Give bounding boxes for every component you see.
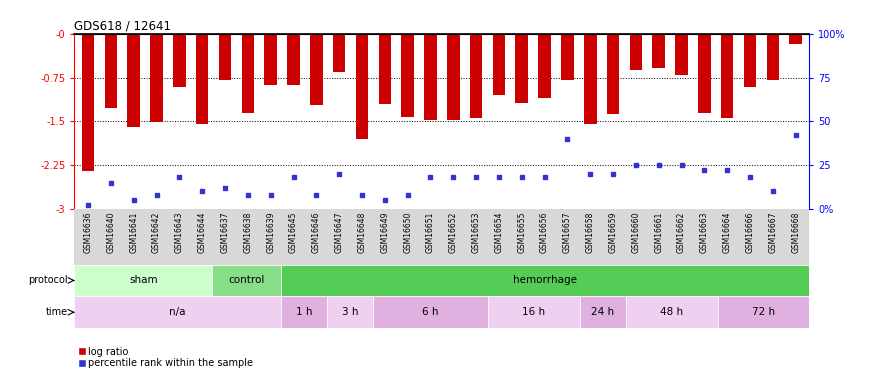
Bar [81, 34, 94, 171]
Bar [105, 34, 117, 108]
Bar [402, 34, 414, 117]
Text: GDS618 / 12641: GDS618 / 12641 [74, 20, 172, 33]
FancyBboxPatch shape [488, 296, 580, 328]
Text: GSM16657: GSM16657 [563, 211, 572, 253]
Text: GSM16645: GSM16645 [289, 211, 298, 253]
Bar [356, 34, 368, 139]
Text: 48 h: 48 h [660, 307, 683, 317]
FancyBboxPatch shape [281, 264, 809, 296]
Text: n/a: n/a [170, 307, 186, 317]
Legend: log ratio, percentile rank within the sample: log ratio, percentile rank within the sa… [80, 347, 253, 368]
Bar [744, 34, 756, 87]
Text: GSM16639: GSM16639 [266, 211, 275, 253]
Bar [470, 34, 482, 118]
Text: GSM16662: GSM16662 [677, 211, 686, 253]
Text: GSM16668: GSM16668 [791, 211, 800, 253]
Bar [264, 34, 277, 85]
Bar [332, 34, 346, 72]
Text: GSM16644: GSM16644 [198, 211, 206, 253]
Bar [721, 34, 733, 118]
Text: GSM16643: GSM16643 [175, 211, 184, 253]
Bar [128, 34, 140, 127]
Text: sham: sham [129, 275, 158, 285]
Text: GSM16646: GSM16646 [312, 211, 321, 253]
Text: 24 h: 24 h [592, 307, 614, 317]
Text: GSM16636: GSM16636 [84, 211, 93, 253]
Text: GSM16661: GSM16661 [654, 211, 663, 253]
Text: GSM16655: GSM16655 [517, 211, 526, 253]
Text: 72 h: 72 h [752, 307, 775, 317]
Bar [606, 34, 620, 114]
Bar [379, 34, 391, 104]
Bar [698, 34, 710, 112]
Text: GSM16650: GSM16650 [403, 211, 412, 253]
Bar [789, 34, 802, 44]
Bar [561, 34, 574, 80]
Text: GSM16667: GSM16667 [768, 211, 777, 253]
Text: GSM16652: GSM16652 [449, 211, 458, 253]
Text: 3 h: 3 h [342, 307, 358, 317]
Bar [584, 34, 597, 124]
Bar [515, 34, 528, 103]
Bar [173, 34, 186, 87]
Bar [493, 34, 505, 95]
FancyBboxPatch shape [327, 296, 373, 328]
Text: GSM16663: GSM16663 [700, 211, 709, 253]
Text: GSM16648: GSM16648 [358, 211, 367, 253]
Bar [196, 34, 208, 124]
Text: GSM16654: GSM16654 [494, 211, 503, 253]
Bar [424, 34, 437, 120]
Text: GSM16658: GSM16658 [585, 211, 595, 253]
Bar [287, 34, 300, 85]
Text: GSM16638: GSM16638 [243, 211, 252, 253]
Bar [219, 34, 231, 80]
Text: GSM16649: GSM16649 [381, 211, 389, 253]
Text: GSM16659: GSM16659 [609, 211, 618, 253]
Text: 6 h: 6 h [422, 307, 438, 317]
FancyBboxPatch shape [74, 264, 213, 296]
Bar [150, 34, 163, 123]
Bar [242, 34, 254, 112]
Text: GSM16637: GSM16637 [220, 211, 229, 253]
Bar [766, 34, 779, 80]
Bar [538, 34, 551, 98]
Bar [676, 34, 688, 75]
FancyBboxPatch shape [580, 296, 626, 328]
Text: 1 h: 1 h [296, 307, 312, 317]
Text: 16 h: 16 h [522, 307, 545, 317]
Text: GSM16653: GSM16653 [472, 211, 480, 253]
FancyBboxPatch shape [718, 296, 809, 328]
FancyBboxPatch shape [281, 296, 327, 328]
Text: hemorrhage: hemorrhage [514, 275, 578, 285]
Text: GSM16640: GSM16640 [107, 211, 116, 253]
FancyBboxPatch shape [373, 296, 488, 328]
Text: GSM16664: GSM16664 [723, 211, 732, 253]
Text: time: time [46, 307, 67, 317]
Text: GSM16660: GSM16660 [632, 211, 640, 253]
FancyBboxPatch shape [626, 296, 718, 328]
Text: GSM16641: GSM16641 [130, 211, 138, 253]
Bar [310, 34, 323, 105]
FancyBboxPatch shape [74, 296, 281, 328]
Text: control: control [228, 275, 265, 285]
Text: GSM16666: GSM16666 [746, 211, 754, 253]
Bar [653, 34, 665, 68]
Text: GSM16642: GSM16642 [152, 211, 161, 253]
Text: GSM16647: GSM16647 [334, 211, 344, 253]
Text: protocol: protocol [28, 275, 67, 285]
Bar [630, 34, 642, 70]
Text: GSM16651: GSM16651 [426, 211, 435, 253]
FancyBboxPatch shape [213, 264, 281, 296]
Text: GSM16656: GSM16656 [540, 211, 550, 253]
Bar [447, 34, 459, 120]
